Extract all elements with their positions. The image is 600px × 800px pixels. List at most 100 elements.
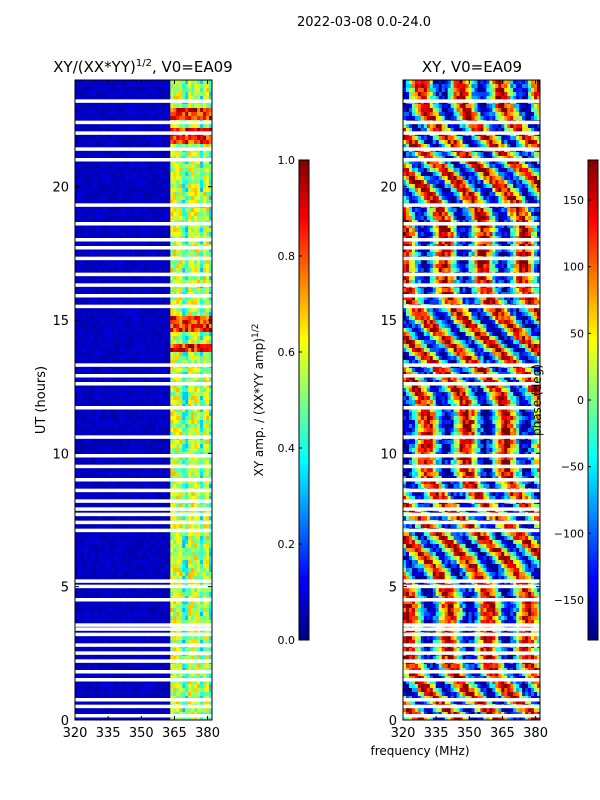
heatmap-cell <box>191 448 195 453</box>
heatmap-cell <box>137 468 141 473</box>
heatmap-cell <box>161 388 165 393</box>
heatmap-cell <box>83 448 88 453</box>
heatmap-cell <box>137 376 141 381</box>
heatmap-cell <box>158 320 162 325</box>
heatmap-cell <box>95 196 100 201</box>
heatmap-cell <box>101 472 106 477</box>
heatmap-cell <box>194 212 198 217</box>
heatmap-cell <box>119 208 124 213</box>
heatmap-cell <box>116 84 121 89</box>
heatmap-cell <box>107 124 112 129</box>
heatmap-cell <box>113 240 118 245</box>
heatmap-cell <box>98 448 103 453</box>
heatmap-cell <box>155 400 159 405</box>
heatmap-cell <box>122 356 127 361</box>
heatmap-cell <box>188 376 192 381</box>
heatmap-cell <box>191 484 195 489</box>
heatmap-cell <box>116 328 121 333</box>
heatmap-cell <box>170 172 174 177</box>
heatmap-cell <box>170 188 174 193</box>
heatmap-cell <box>158 184 162 189</box>
heatmap-cell <box>176 96 180 101</box>
heatmap-cell <box>107 96 112 101</box>
heatmap-cell <box>134 444 138 449</box>
heatmap-cell <box>116 344 121 349</box>
heatmap-cell <box>209 336 213 341</box>
heatmap-cell <box>101 416 106 421</box>
heatmap-cell <box>116 300 121 305</box>
heatmap-cell <box>110 184 115 189</box>
heatmap-cell <box>92 308 97 313</box>
heatmap-cell <box>77 336 82 341</box>
heatmap-cell <box>125 400 130 405</box>
heatmap-cell <box>101 196 106 201</box>
heatmap-cell <box>95 472 100 477</box>
heatmap-cell <box>209 128 213 133</box>
heatmap-cell <box>119 116 124 121</box>
heatmap-cell <box>92 504 97 509</box>
heatmap-cell <box>149 188 153 193</box>
heatmap-cell <box>158 504 162 509</box>
heatmap-cell <box>80 296 85 301</box>
heatmap-cell <box>92 180 97 185</box>
heatmap-cell <box>146 184 150 189</box>
heatmap-cell <box>134 432 138 437</box>
heatmap-cell <box>86 336 91 341</box>
heatmap-cell <box>134 84 138 89</box>
heatmap-cell <box>86 348 91 353</box>
heatmap-cell <box>146 168 150 173</box>
heatmap-cell <box>152 108 156 113</box>
heatmap-cell <box>164 228 168 233</box>
heatmap-cell <box>173 308 177 313</box>
heatmap-cell <box>95 192 100 197</box>
heatmap-cell <box>203 264 207 269</box>
heatmap-cell <box>77 484 82 489</box>
heatmap-cell <box>182 80 186 85</box>
heatmap-cell <box>98 392 103 397</box>
heatmap-cell <box>83 200 88 205</box>
heatmap-cell <box>75 216 79 221</box>
heatmap-cell <box>83 312 88 317</box>
heatmap-cell <box>98 268 103 273</box>
heatmap-cell <box>128 352 132 357</box>
heatmap-cell <box>176 420 180 425</box>
heatmap-cell <box>137 356 141 361</box>
heatmap-cell <box>146 212 150 217</box>
heatmap-cell <box>80 232 85 237</box>
heatmap-cell <box>200 232 204 237</box>
heatmap-cell <box>194 444 198 449</box>
heatmap-cell <box>164 232 168 237</box>
heatmap-cell <box>83 332 88 337</box>
heatmap-cell <box>206 368 210 373</box>
heatmap-cell <box>203 232 207 237</box>
heatmap-cell <box>173 268 177 273</box>
heatmap-cell <box>200 468 204 473</box>
heatmap-cell <box>122 316 127 321</box>
heatmap-cell <box>209 300 213 305</box>
heatmap-cell <box>179 408 183 413</box>
heatmap-cell <box>75 468 79 473</box>
heatmap-cell <box>209 152 213 157</box>
heatmap-cell <box>173 388 177 393</box>
heatmap-cell <box>149 444 153 449</box>
heatmap-cell <box>89 496 94 501</box>
heatmap-cell <box>197 480 201 485</box>
heatmap-cell <box>107 312 112 317</box>
heatmap-cell <box>125 296 130 301</box>
heatmap-cell <box>143 188 147 193</box>
heatmap-cell <box>203 320 207 325</box>
heatmap-cell <box>206 360 210 365</box>
heatmap-cell <box>95 448 100 453</box>
heatmap-cell <box>200 208 204 213</box>
heatmap-cell <box>164 296 168 301</box>
heatmap-cell <box>131 232 135 237</box>
heatmap-cell <box>113 316 118 321</box>
heatmap-cell <box>122 192 127 197</box>
heatmap-cell <box>122 160 127 165</box>
heatmap-cell <box>128 312 132 317</box>
heatmap-cell <box>110 388 115 393</box>
heatmap-cell <box>134 128 138 133</box>
heatmap-cell <box>158 232 162 237</box>
heatmap-cell <box>155 108 159 113</box>
heatmap-cell <box>98 456 103 461</box>
